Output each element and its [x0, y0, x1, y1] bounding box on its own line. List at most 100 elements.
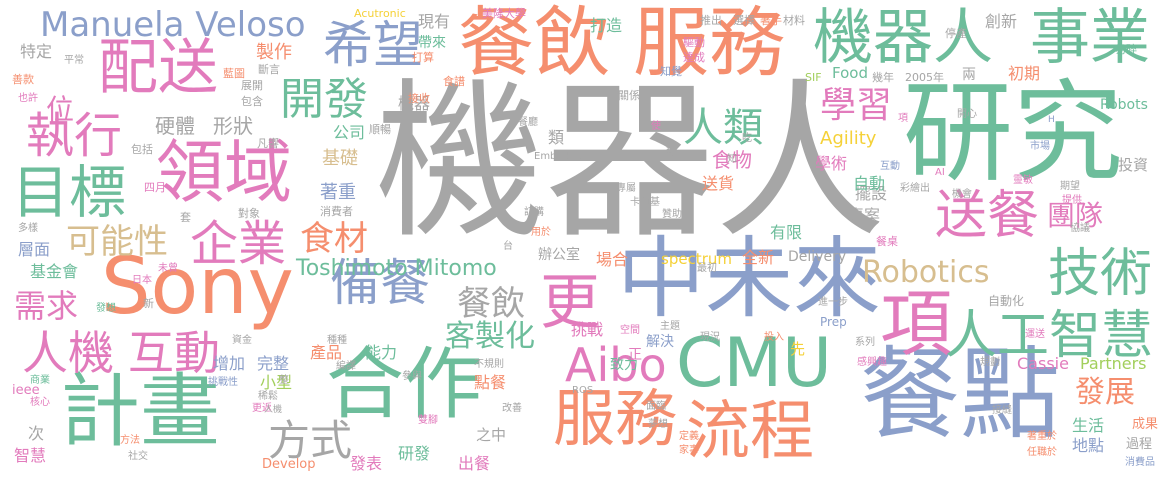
- word-157: 面臨: [646, 401, 666, 412]
- word-63: 專案: [848, 206, 881, 225]
- word-150: 改善: [502, 403, 522, 414]
- word-9: 餐飲: [458, 0, 610, 87]
- word-123: 順暢: [369, 123, 391, 136]
- word-166: 規劃: [980, 357, 1000, 368]
- word-193: 難: [666, 147, 676, 158]
- word-8: 服務: [633, 0, 785, 87]
- word-199: 訂購: [524, 207, 544, 218]
- word-45: 食物: [712, 148, 752, 172]
- word-37: 食材: [300, 219, 368, 259]
- word-69: 層面: [18, 240, 51, 259]
- word-17: 流程: [686, 395, 814, 469]
- word-165: 感興趣: [857, 357, 887, 368]
- word-70: 基金會: [30, 262, 79, 281]
- word-5: 計畫: [60, 365, 220, 458]
- word-171: 自動化: [988, 294, 1025, 308]
- word-125: 包括: [131, 143, 153, 156]
- word-62: 有限: [770, 223, 803, 242]
- word-152: 不規則: [474, 359, 504, 370]
- word-126: 四月: [144, 181, 166, 194]
- word-97: 材料: [783, 14, 805, 27]
- word-138: 商業: [30, 375, 50, 386]
- word-16: 服務: [553, 382, 678, 455]
- word-141: 更返: [252, 403, 272, 414]
- word-164: 系列: [855, 337, 875, 348]
- word-163: 先: [790, 340, 806, 358]
- word-175: 用於: [531, 227, 551, 238]
- word-130: 多樣: [18, 223, 38, 234]
- word-148: 雙腳: [418, 415, 438, 426]
- word-54: 現有: [418, 12, 451, 31]
- word-11: 機器人: [813, 3, 993, 73]
- word-52: 特定: [20, 42, 53, 61]
- word-144: 社交: [128, 451, 148, 462]
- word-0: 機器人: [375, 64, 886, 262]
- word-173: 進一步: [818, 297, 848, 308]
- word-177: 餐桌: [876, 235, 898, 248]
- word-135: 資金: [232, 335, 252, 346]
- word-91: 次: [28, 424, 45, 443]
- word-18: 希望: [323, 16, 423, 74]
- word-162: 投入: [764, 332, 784, 343]
- word-44: Agility: [820, 128, 877, 149]
- word-30: 學習: [820, 85, 893, 126]
- word-101: SIF: [805, 71, 822, 84]
- word-33: Robotics: [862, 255, 990, 290]
- word-81: 生活: [1072, 416, 1105, 435]
- word-25: 技術: [1048, 244, 1153, 304]
- word-61: 辦公室: [538, 247, 580, 263]
- word-142: 人機: [264, 405, 283, 415]
- word-83: 成果: [1132, 417, 1159, 432]
- word-90: 智慧: [14, 446, 47, 465]
- word-185: AI: [935, 167, 945, 178]
- word-183: 彩繪出: [900, 183, 930, 194]
- word-172: Prep: [820, 315, 847, 329]
- word-132: 日本: [132, 275, 152, 286]
- word-57: 場合: [596, 250, 629, 269]
- word-154: 夢想: [648, 419, 668, 430]
- word-113: 食譜: [443, 75, 465, 88]
- word-60: Delivery: [788, 249, 847, 265]
- word-12: 事業: [1030, 3, 1150, 73]
- word-65: 學術: [815, 154, 848, 173]
- word-106: Acutronic: [354, 7, 406, 20]
- word-94: 推出: [700, 14, 722, 27]
- word-68: 投資: [1118, 156, 1149, 174]
- word-151: ROS: [572, 385, 594, 396]
- word-110: 達成: [683, 51, 705, 64]
- word-178: 協議: [1070, 223, 1090, 234]
- word-51: 製作: [256, 42, 292, 63]
- word-197: 專屬: [616, 183, 636, 194]
- word-156: 家事: [679, 445, 699, 456]
- word-77: 點餐: [474, 373, 507, 392]
- word-28: 人機: [22, 326, 114, 380]
- word-170: 運送: [1025, 329, 1045, 340]
- word-176: 台: [503, 241, 513, 252]
- word-109: 驅動: [683, 36, 705, 49]
- word-146: 參與: [402, 371, 422, 382]
- word-103: 2005年: [905, 71, 944, 84]
- word-122: 包含: [241, 95, 263, 108]
- word-159: 現況: [700, 332, 720, 343]
- word-105: Robots: [1100, 97, 1148, 113]
- word-102: 幾年: [872, 71, 894, 84]
- word-155: 定義: [679, 431, 699, 442]
- word-4: Sony: [101, 242, 294, 332]
- word-89: 發表: [350, 454, 383, 473]
- word-2: 餐點: [860, 336, 1060, 453]
- word-40: 發展: [1075, 375, 1135, 410]
- word-147: 整: [279, 375, 289, 386]
- word-64: 擺設: [855, 184, 888, 203]
- word-38: 可能性: [66, 222, 168, 262]
- word-140: 稀鬆: [258, 391, 278, 402]
- word-23: 企業: [190, 216, 287, 272]
- word-42: 餐飲: [457, 284, 525, 324]
- word-190: 吃: [742, 133, 752, 144]
- word-189: 項: [898, 113, 908, 124]
- word-100: Food: [832, 64, 868, 82]
- word-104: 兩: [962, 67, 976, 83]
- word-192: 知: [727, 154, 737, 165]
- word-34: 客製化: [445, 319, 535, 354]
- word-180: 期望: [1060, 181, 1080, 192]
